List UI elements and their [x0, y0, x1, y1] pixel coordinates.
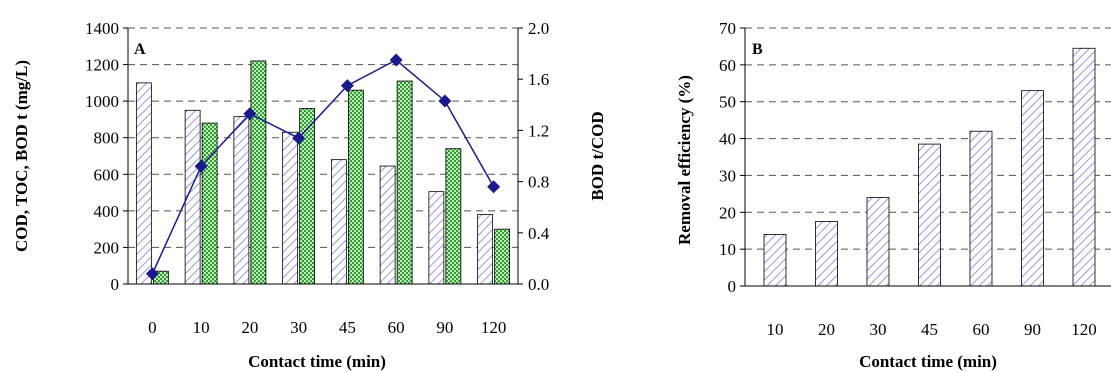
- chart-a-bar-series1: [330, 159, 347, 285]
- chart-b: 10 20 30 45 60 90 120 0 10 20 30 40 50 60 70 B Contact…: [675, 19, 1111, 371]
- chart-a-x-axis-label: Contact time (min): [248, 352, 386, 371]
- chart-a-y2-tick-label: 2.0: [528, 19, 549, 38]
- chart-a-bar-series2: [445, 148, 462, 285]
- chart-b-y-axis-label: Removal efficiency (%): [675, 75, 694, 245]
- chart-a-y2-tick-label: 1.2: [528, 121, 549, 140]
- chart-a-line-point: [145, 267, 159, 281]
- chart-a-panel-label: A: [134, 41, 146, 58]
- chart-a-x-tick-label: 30: [290, 318, 307, 337]
- chart-b-y-tick-label: 10: [719, 240, 736, 259]
- chart-a-bar-series2: [201, 122, 218, 285]
- chart-a-line-point: [438, 94, 452, 108]
- chart-b-x-tick-label: 90: [1024, 320, 1041, 339]
- chart-a-bar-series1: [135, 82, 152, 285]
- chart-a-x-tick-label: 0: [148, 318, 157, 337]
- chart-b-bar: [969, 130, 993, 287]
- chart-b-bars: [763, 47, 1096, 287]
- chart-a-bar-series1: [379, 165, 396, 285]
- chart-a-line-point: [389, 53, 403, 67]
- chart-a-line: [145, 53, 501, 281]
- chart-a-bar-series2: [494, 228, 511, 285]
- chart-a-x-tick-label: 60: [388, 318, 405, 337]
- chart-a-bar-series1: [233, 116, 250, 285]
- chart-a-line-point: [243, 107, 257, 121]
- chart-a-y2-tick-label: 0.8: [528, 173, 549, 192]
- chart-b-y-tick-label: 70: [719, 19, 736, 38]
- chart-b-bar: [1072, 47, 1096, 287]
- chart-a-y-tick-label: 200: [94, 238, 120, 257]
- chart-b-x-tick-label: 120: [1071, 320, 1097, 339]
- chart-a-x-tick-label: 10: [193, 318, 210, 337]
- chart-a-bar-series1: [477, 214, 494, 285]
- chart-a-line-point: [487, 180, 501, 194]
- chart-a-axes: 0 10 20 30 45 60 90 120020040060080010001200140…: [85, 19, 550, 337]
- chart-a-y-tick-label: 1000: [85, 92, 119, 111]
- chart-b-x-tick-label: 60: [973, 320, 990, 339]
- chart-a-y2-axis-label: BOD t/COD: [588, 111, 607, 200]
- chart-b-x-tick-label: 10: [767, 320, 784, 339]
- chart-a-y-tick-label: 600: [94, 165, 120, 184]
- chart-a-y-tick-label: 0: [111, 275, 120, 294]
- chart-b-y-tick-label: 0: [728, 277, 737, 296]
- chart-a-bar-series2: [396, 80, 413, 285]
- chart-b-bar: [866, 197, 890, 287]
- chart-b-bar: [815, 221, 838, 287]
- chart-a-bar-series1: [428, 191, 445, 285]
- chart-b-y-tick-label: 60: [719, 56, 736, 75]
- chart-a-y2-tick-label: 1.6: [528, 70, 549, 89]
- chart-a-x-tick-label: 20: [241, 318, 258, 337]
- chart-b-y-tick-label: 20: [719, 203, 736, 222]
- chart-a-y-tick-label: 1400: [85, 19, 119, 38]
- chart-b-bar: [1021, 90, 1044, 287]
- chart-b-x-axis-label: Contact time (min): [859, 352, 997, 371]
- chart-a-bar-series1: [282, 131, 299, 285]
- chart-a-bar-series2: [347, 89, 364, 285]
- chart-b-y-tick-label: 50: [719, 93, 736, 112]
- chart-a-series-line: [151, 59, 495, 275]
- chart-b-panel-label: B: [752, 41, 763, 58]
- chart-a-y-axis-label: COD, TOC, BOD t (mg/L): [12, 60, 31, 252]
- chart-b-bar: [918, 143, 941, 287]
- chart-a-line-point: [340, 79, 354, 93]
- chart-a-x-tick-label: 90: [436, 318, 453, 337]
- chart-b-x-tick-label: 20: [818, 320, 835, 339]
- chart-b-bar: [763, 233, 787, 287]
- chart-a-line-point: [194, 159, 208, 173]
- chart-a-y-tick-label: 400: [94, 202, 120, 221]
- chart-a-y2-tick-label: 0.0: [528, 275, 549, 294]
- chart-b-x-tick-label: 45: [921, 320, 938, 339]
- chart-b-y-tick-label: 30: [719, 166, 736, 185]
- chart-a: 0 10 20 30 45 60 90 120020040060080010001200140…: [12, 19, 607, 371]
- chart-b-x-tick-label: 30: [870, 320, 887, 339]
- chart-a-x-tick-label: 45: [339, 318, 356, 337]
- chart-a-line-point: [292, 131, 306, 145]
- chart-b-y-tick-label: 40: [719, 130, 736, 149]
- chart-a-y-tick-label: 1200: [85, 56, 119, 75]
- chart-b-axes: 10 20 30 45 60 90 120 0 10 20 30 40 50 60 70: [719, 19, 1111, 339]
- chart-a-y-tick-label: 800: [94, 129, 120, 148]
- chart-a-bar-series2: [250, 60, 267, 285]
- chart-a-bars: [135, 60, 511, 285]
- chart-a-x-tick-label: 120: [481, 318, 507, 337]
- chart-a-y2-tick-label: 0.4: [528, 224, 550, 243]
